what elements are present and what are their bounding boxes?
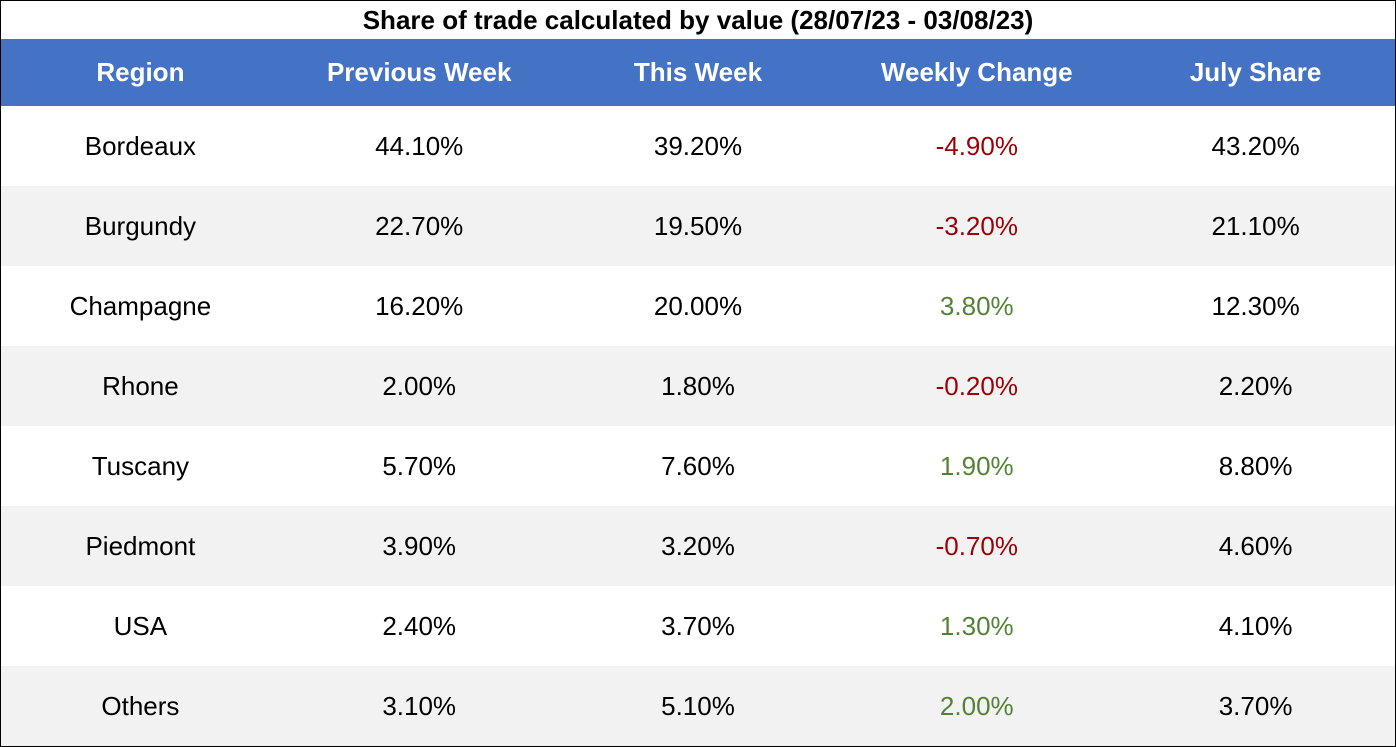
cell-this-week: 3.20% (558, 506, 838, 586)
cell-previous-week: 3.10% (279, 666, 559, 746)
table-row: Burgundy 22.70% 19.50% -3.20% 21.10% (1, 186, 1395, 266)
trade-share-table: Region Previous Week This Week Weekly Ch… (1, 39, 1395, 746)
table-row: USA 2.40% 3.70% 1.30% 4.10% (1, 586, 1395, 666)
cell-previous-week: 44.10% (279, 106, 559, 186)
cell-weekly-change: -3.20% (837, 186, 1117, 266)
cell-this-week: 39.20% (558, 106, 838, 186)
cell-july-share: 4.10% (1116, 586, 1395, 666)
cell-weekly-change: -4.90% (837, 106, 1117, 186)
header-row: Region Previous Week This Week Weekly Ch… (1, 39, 1395, 106)
column-header-july-share: July Share (1116, 39, 1395, 106)
table-row: Others 3.10% 5.10% 2.00% 3.70% (1, 666, 1395, 746)
cell-weekly-change: -0.70% (837, 506, 1117, 586)
cell-weekly-change: 1.90% (837, 426, 1117, 506)
table-body: Bordeaux 44.10% 39.20% -4.90% 43.20% Bur… (1, 106, 1395, 746)
cell-previous-week: 3.90% (279, 506, 559, 586)
column-header-previous-week: Previous Week (279, 39, 559, 106)
cell-region: Bordeaux (1, 106, 280, 186)
table-header: Region Previous Week This Week Weekly Ch… (1, 39, 1395, 106)
table-row: Champagne 16.20% 20.00% 3.80% 12.30% (1, 266, 1395, 346)
cell-previous-week: 2.00% (279, 346, 559, 426)
cell-region: Others (1, 666, 280, 746)
cell-region: Tuscany (1, 426, 280, 506)
cell-this-week: 5.10% (558, 666, 838, 746)
cell-july-share: 2.20% (1116, 346, 1395, 426)
cell-july-share: 3.70% (1116, 666, 1395, 746)
cell-weekly-change: 1.30% (837, 586, 1117, 666)
cell-region: Burgundy (1, 186, 280, 266)
column-header-weekly-change: Weekly Change (837, 39, 1117, 106)
cell-this-week: 19.50% (558, 186, 838, 266)
cell-this-week: 3.70% (558, 586, 838, 666)
cell-weekly-change: 3.80% (837, 266, 1117, 346)
cell-region: Champagne (1, 266, 280, 346)
table-row: Rhone 2.00% 1.80% -0.20% 2.20% (1, 346, 1395, 426)
cell-july-share: 21.10% (1116, 186, 1395, 266)
cell-this-week: 20.00% (558, 266, 838, 346)
cell-previous-week: 22.70% (279, 186, 559, 266)
cell-july-share: 4.60% (1116, 506, 1395, 586)
column-header-region: Region (1, 39, 280, 106)
cell-weekly-change: 2.00% (837, 666, 1117, 746)
cell-previous-week: 16.20% (279, 266, 559, 346)
cell-weekly-change: -0.20% (837, 346, 1117, 426)
cell-this-week: 1.80% (558, 346, 838, 426)
table-row: Bordeaux 44.10% 39.20% -4.90% 43.20% (1, 106, 1395, 186)
column-header-this-week: This Week (558, 39, 838, 106)
cell-previous-week: 5.70% (279, 426, 559, 506)
cell-previous-week: 2.40% (279, 586, 559, 666)
table-title: Share of trade calculated by value (28/0… (362, 5, 1034, 35)
table-row: Tuscany 5.70% 7.60% 1.90% 8.80% (1, 426, 1395, 506)
cell-region: USA (1, 586, 280, 666)
cell-july-share: 12.30% (1116, 266, 1395, 346)
cell-this-week: 7.60% (558, 426, 838, 506)
cell-region: Piedmont (1, 506, 280, 586)
cell-july-share: 43.20% (1116, 106, 1395, 186)
cell-july-share: 8.80% (1116, 426, 1395, 506)
cell-region: Rhone (1, 346, 280, 426)
table-row: Piedmont 3.90% 3.20% -0.70% 4.60% (1, 506, 1395, 586)
